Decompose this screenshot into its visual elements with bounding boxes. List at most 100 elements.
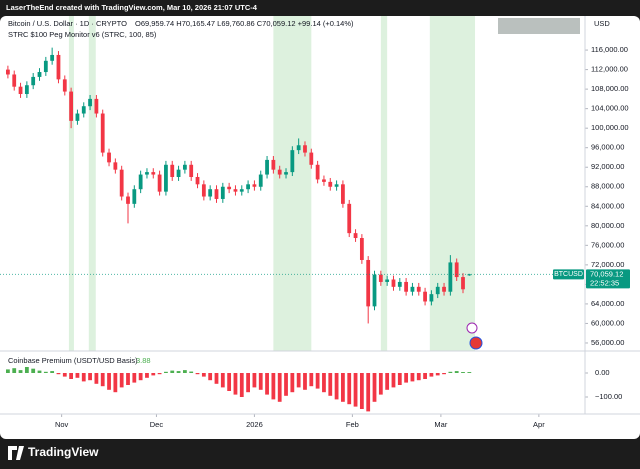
candle-body	[442, 286, 446, 292]
premium-bar	[435, 373, 440, 376]
candle-body	[277, 169, 282, 175]
candle-body	[107, 152, 111, 163]
candle-body	[94, 98, 99, 114]
candle-body	[145, 172, 149, 175]
flag-icon[interactable]	[469, 336, 483, 350]
premium-bar	[410, 373, 415, 382]
y-tick-label: 56,000.00	[591, 338, 624, 347]
candle-body	[410, 286, 415, 292]
candle-body	[397, 281, 402, 287]
premium-bar	[138, 373, 143, 381]
premium-bar	[265, 373, 269, 395]
y-tick-label: 100,000.00	[591, 123, 629, 132]
candle-body	[271, 159, 276, 170]
premium-bar	[88, 373, 92, 381]
candle-body	[284, 172, 288, 175]
premium-bar	[429, 373, 434, 377]
candle-body	[303, 145, 307, 153]
premium-bar	[239, 373, 244, 397]
premium-bar	[182, 370, 187, 373]
currency-label: USD	[594, 19, 610, 28]
candle-body	[448, 262, 453, 292]
premium-bar	[170, 370, 175, 373]
ohlc-readout: O69,959.74 H70,165.47 L69,760.86 C70,059…	[135, 19, 354, 28]
y-tick-label: 60,000.00	[591, 318, 624, 327]
y-tick-label: 76,000.00	[591, 240, 624, 249]
candle-body	[233, 189, 238, 192]
premium-bar	[201, 373, 206, 377]
signal-highlight	[273, 16, 312, 351]
premium-bar	[467, 372, 472, 373]
countdown-tag: 22:52:35	[590, 278, 619, 287]
candle-body	[126, 196, 130, 204]
chart-panel	[0, 16, 640, 439]
price-tag: 70,059.12	[590, 269, 623, 278]
candle-body	[37, 72, 42, 77]
candle-body	[435, 286, 440, 295]
premium-bar	[378, 373, 383, 395]
event-icon[interactable]	[466, 322, 478, 334]
candle-body	[195, 176, 200, 185]
candle-body	[56, 54, 61, 80]
candle-body	[372, 274, 377, 307]
premium-bar	[385, 373, 390, 390]
premium-bar	[145, 373, 149, 378]
candle-body	[151, 172, 156, 175]
x-tick-label: Dec	[150, 420, 164, 429]
premium-bar	[113, 373, 118, 393]
candle-body	[138, 174, 143, 190]
candle-body	[189, 164, 194, 177]
candle-body	[62, 79, 67, 92]
premium-bar	[341, 373, 345, 402]
candle-body	[429, 294, 434, 302]
premium-bar	[107, 373, 111, 390]
candle-body	[423, 291, 427, 302]
candle-body	[201, 184, 206, 197]
symbol-tag-bg	[553, 269, 584, 280]
candle-body	[296, 145, 301, 151]
premium-bar	[284, 373, 288, 396]
premium-bar	[56, 373, 61, 375]
premium-bar	[334, 373, 339, 400]
logo-mark	[8, 446, 24, 460]
premium-bar	[328, 373, 333, 396]
premium-bar	[290, 373, 295, 393]
x-tick-label: Mar	[434, 420, 447, 429]
premium-bar	[195, 373, 200, 375]
y-tick-label: −100.00	[595, 392, 622, 401]
premium-bar	[448, 371, 453, 373]
candle-body	[258, 174, 263, 187]
premium-bar	[227, 373, 232, 391]
candle-body	[81, 106, 86, 114]
x-tick-label: Feb	[346, 420, 359, 429]
candle-body	[24, 85, 29, 95]
premium-bar	[176, 371, 181, 373]
candle-body	[309, 152, 314, 165]
candle-body	[341, 184, 345, 204]
candle-body	[119, 169, 124, 197]
premium-bar	[461, 372, 465, 373]
y-tick-label: 0.00	[595, 368, 610, 377]
y-tick-label: 88,000.00	[591, 182, 624, 191]
candle-body	[246, 184, 250, 190]
candle-body	[391, 279, 396, 287]
premium-bar	[151, 373, 156, 376]
y-tick-label: 92,000.00	[591, 162, 624, 171]
premium-bar	[18, 370, 23, 373]
premium-bar	[208, 373, 213, 381]
candle-body	[334, 184, 339, 187]
candle-body	[328, 181, 333, 187]
y-tick-label: 116,000.00	[591, 45, 628, 54]
candle-body	[6, 69, 10, 75]
watermark-box	[498, 18, 580, 34]
candle-body	[100, 113, 105, 153]
candle-body	[347, 203, 352, 234]
premium-bar	[246, 373, 250, 393]
premium-bar	[132, 373, 137, 383]
indicator-value: 3.88	[136, 356, 151, 365]
x-tick-label: Apr	[533, 420, 545, 429]
candle-body	[416, 286, 421, 292]
price-tag-bg	[586, 269, 630, 289]
candle-body	[214, 189, 219, 199]
